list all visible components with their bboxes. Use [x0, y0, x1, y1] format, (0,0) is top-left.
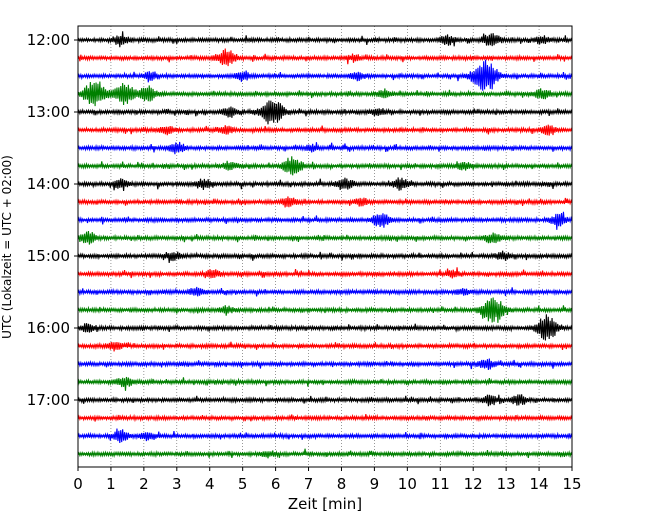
- x-tick-label-2: 2: [139, 475, 149, 493]
- x-tick-label-7: 7: [304, 475, 314, 493]
- y-tick-label-0: 12:00: [27, 31, 70, 49]
- x-tick-label-15: 15: [562, 475, 581, 493]
- y-axis-label: UTC (Lokalzeit = UTC + 02:00): [0, 155, 14, 339]
- x-tick-label-1: 1: [106, 475, 116, 493]
- y-tick-label-1: 13:00: [27, 103, 70, 121]
- x-tick-label-11: 11: [431, 475, 450, 493]
- x-tick-label-12: 12: [464, 475, 483, 493]
- y-tick-label-2: 14:00: [27, 175, 70, 193]
- x-tick-label-8: 8: [337, 475, 347, 493]
- x-tick-label-9: 9: [370, 475, 380, 493]
- trace-1315: [77, 124, 573, 136]
- x-tick-label-13: 13: [497, 475, 516, 493]
- x-tick-label-5: 5: [238, 475, 248, 493]
- trace-group: [77, 31, 573, 459]
- x-tick-label-4: 4: [205, 475, 215, 493]
- plot-background: [78, 26, 572, 467]
- x-axis-label: Zeit [min]: [288, 495, 362, 513]
- y-axis-ticks: 12:00 13:00 14:00 15:00 16:00 17:00: [27, 31, 78, 409]
- plot-frame: [77, 25, 573, 468]
- y-tick-label-5: 17:00: [27, 391, 70, 409]
- x-axis-ticks: 0 1 2 3 4 5 6 7 8 9 10 11 12 13 14 15: [73, 467, 582, 493]
- x-tick-label-3: 3: [172, 475, 182, 493]
- x-tick-label-10: 10: [398, 475, 417, 493]
- x-tick-label-6: 6: [271, 475, 281, 493]
- y-tick-label-3: 15:00: [27, 247, 70, 265]
- trace-1545: [77, 297, 573, 323]
- x-tick-label-14: 14: [530, 475, 549, 493]
- y-tick-label-4: 16:00: [27, 319, 70, 337]
- x-tick-label-0: 0: [73, 475, 83, 493]
